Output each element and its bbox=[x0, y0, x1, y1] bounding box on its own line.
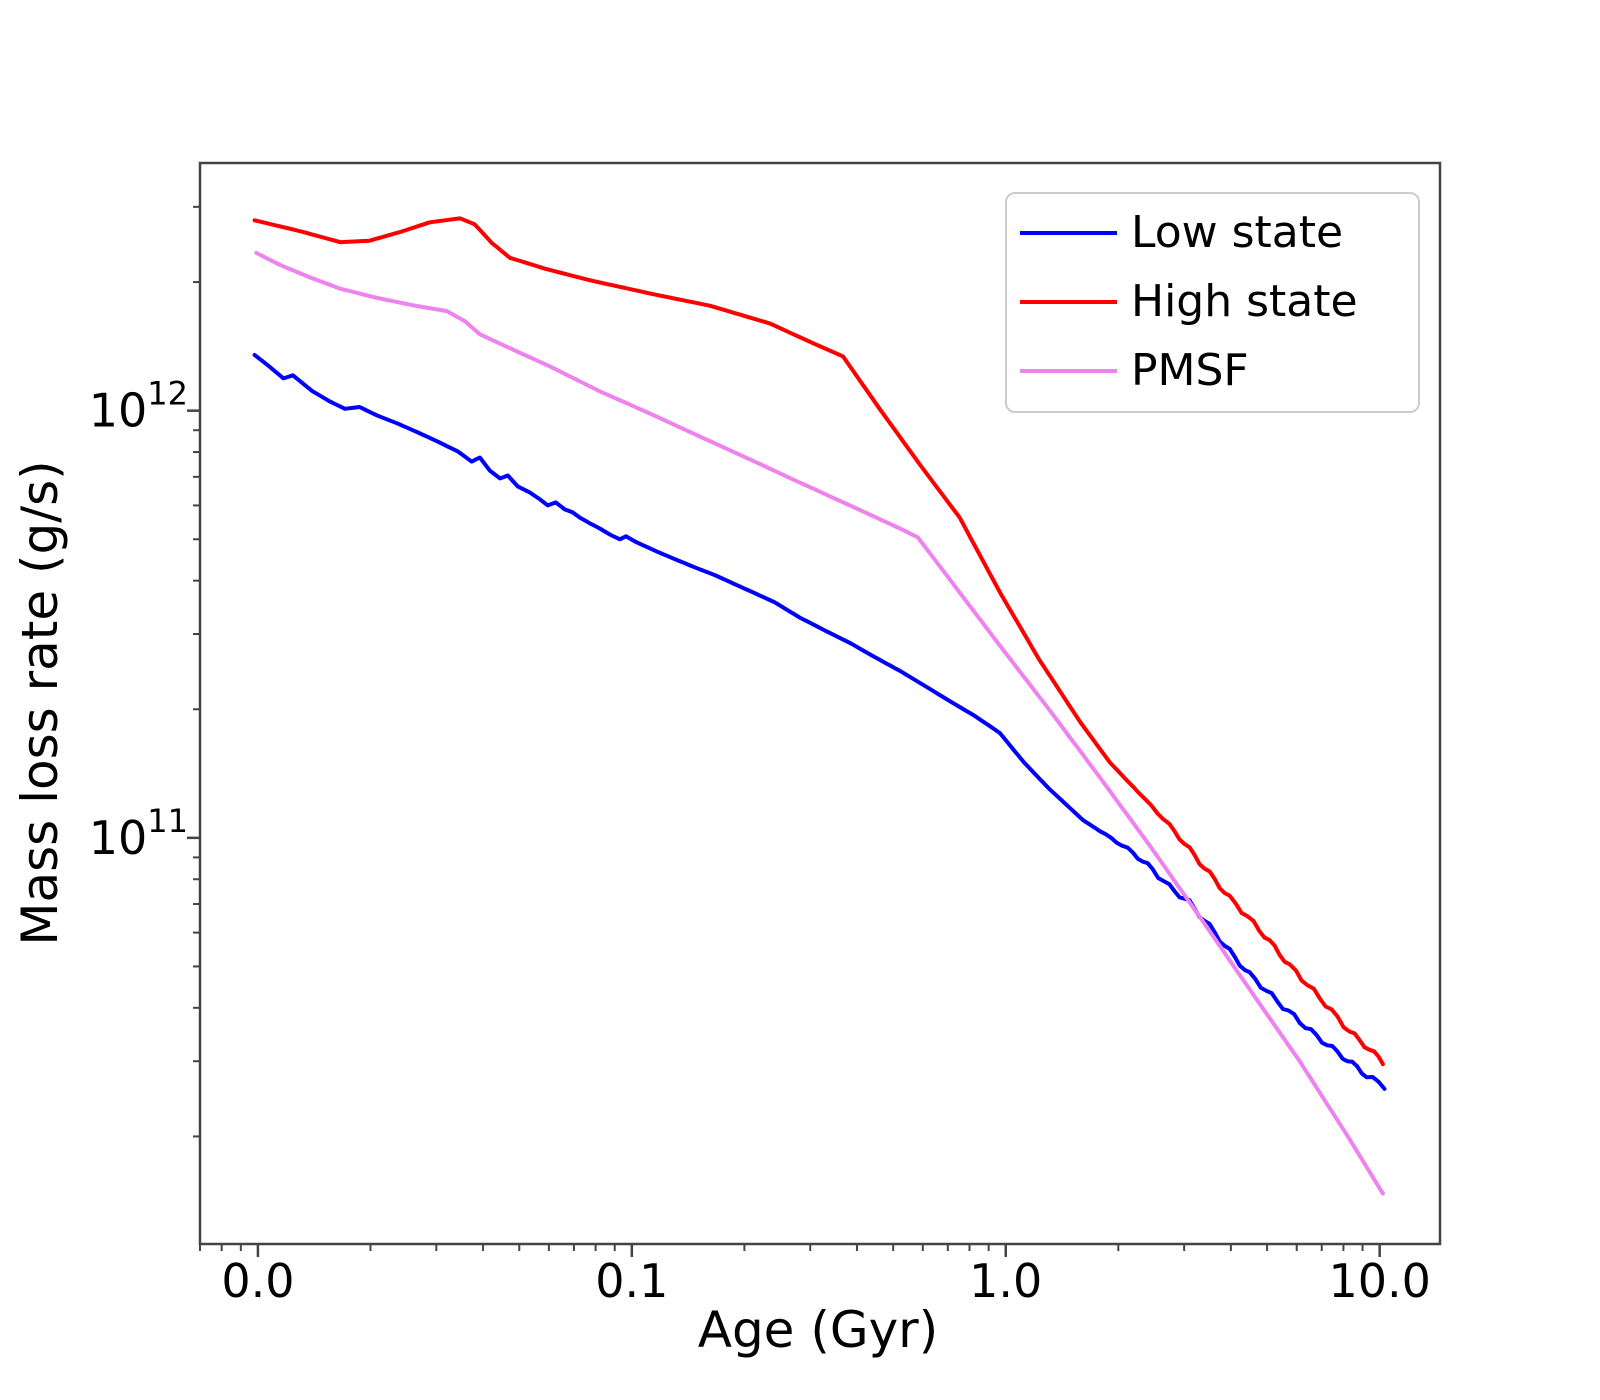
series-line-high-state bbox=[252, 216, 1385, 1067]
tick-labels: 0.0 0.1 1.0 10.0 1012 1011 bbox=[89, 375, 1431, 1308]
legend-label-pmsf: PMSF bbox=[1131, 345, 1249, 396]
legend-line-pmsf bbox=[1020, 368, 1117, 373]
legend-label-high-state: High state bbox=[1131, 276, 1358, 327]
legend-item-pmsf: PMSF bbox=[1007, 336, 1418, 405]
y-tick-label: 1011 bbox=[89, 802, 188, 865]
y-axis-title: Mass loss rate (g/s) bbox=[11, 460, 69, 945]
legend-line-low-state bbox=[1020, 230, 1117, 235]
x-tick-label: 0.1 bbox=[595, 1254, 668, 1308]
axes-spines bbox=[198, 161, 1442, 1246]
x-tick-label: 1.0 bbox=[969, 1254, 1042, 1308]
y-tick-label: 1012 bbox=[89, 375, 188, 438]
series-curves bbox=[252, 216, 1387, 1196]
legend: Low state High state PMSF bbox=[1005, 192, 1420, 413]
legend-label-low-state: Low state bbox=[1131, 207, 1344, 258]
series-line-pmsf bbox=[254, 250, 1385, 1196]
x-tick-label: 0.0 bbox=[221, 1254, 294, 1308]
legend-item-high-state: High state bbox=[1007, 267, 1418, 336]
x-axis-title: Age (Gyr) bbox=[698, 1301, 939, 1359]
x-tick-label: 10.0 bbox=[1328, 1254, 1430, 1308]
series-line-low-state bbox=[252, 353, 1387, 1091]
legend-item-low-state: Low state bbox=[1007, 198, 1418, 267]
axes-border bbox=[198, 161, 1442, 1246]
legend-line-high-state bbox=[1020, 299, 1117, 304]
